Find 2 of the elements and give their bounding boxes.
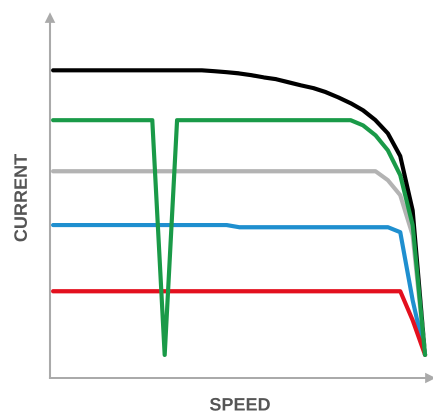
x-axis-title: SPEED: [210, 398, 270, 411]
y-axis-title: CURRENT: [14, 154, 27, 242]
